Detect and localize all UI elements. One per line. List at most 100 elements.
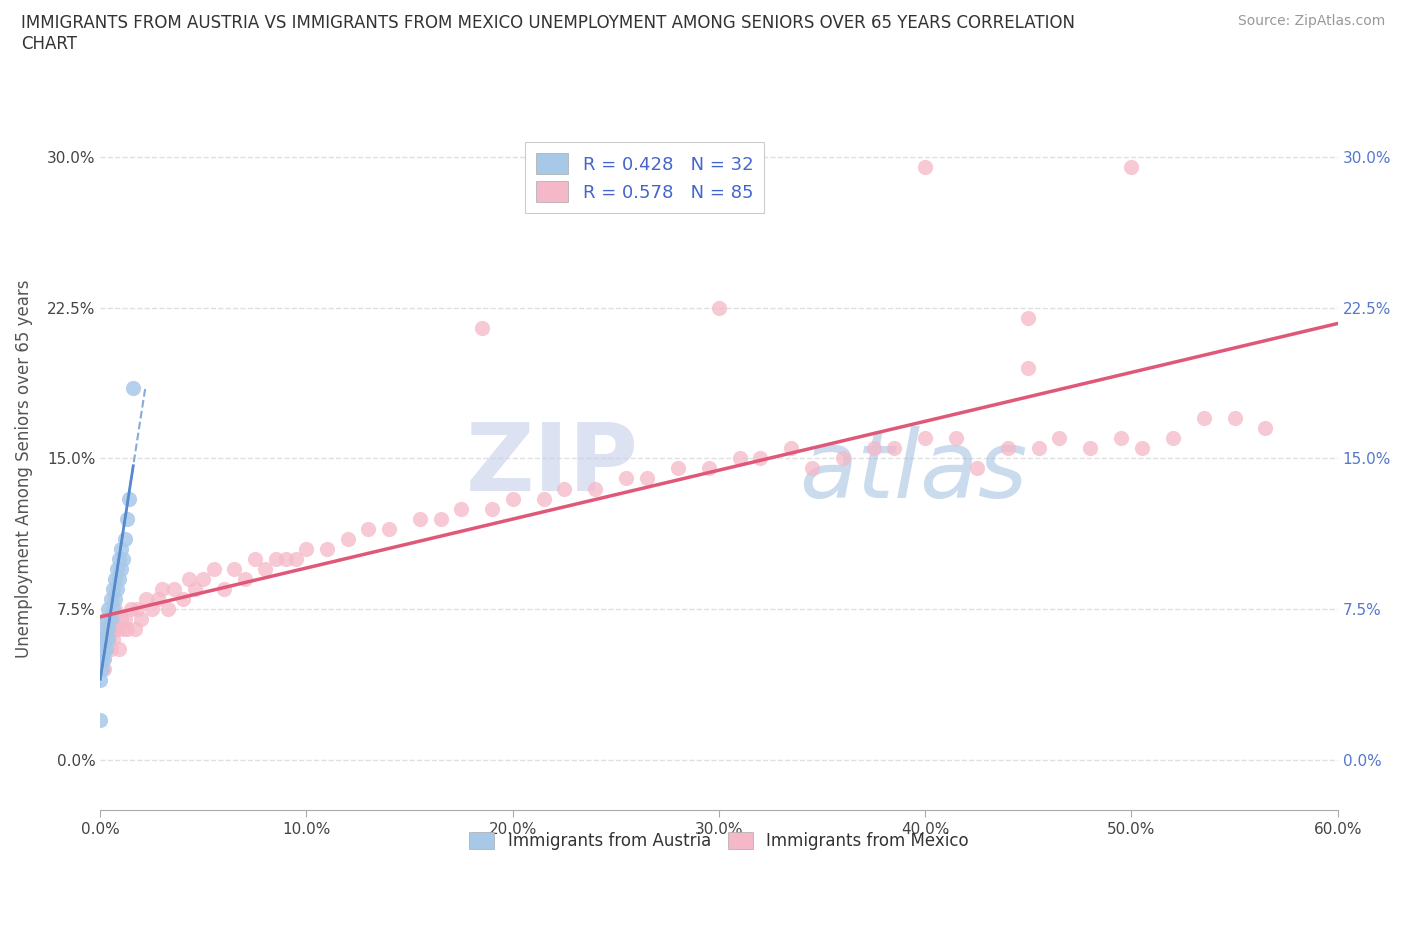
Point: [831, 451, 853, 466]
Point: [146, 591, 169, 606]
Point: [89, 712, 111, 727]
Point: [1161, 431, 1184, 445]
Point: [357, 522, 380, 537]
Y-axis label: Unemployment Among Seniors over 65 years: Unemployment Among Seniors over 65 years: [15, 279, 32, 658]
Point: [666, 461, 689, 476]
Point: [1192, 411, 1215, 426]
Point: [193, 572, 215, 587]
Point: [114, 531, 136, 546]
Point: [108, 551, 131, 566]
Point: [450, 501, 472, 516]
Point: [800, 461, 823, 476]
Point: [97, 612, 120, 627]
Point: [728, 451, 751, 466]
Point: [104, 602, 127, 617]
Point: [749, 451, 772, 466]
Point: [110, 541, 132, 556]
Point: [883, 441, 905, 456]
Point: [105, 581, 128, 596]
Point: [172, 591, 194, 606]
Point: [118, 491, 141, 506]
Point: [104, 622, 127, 637]
Point: [120, 602, 142, 617]
Point: [91, 662, 114, 677]
Point: [97, 622, 120, 637]
Point: [108, 572, 131, 587]
Point: [409, 512, 432, 526]
Point: [697, 461, 720, 476]
Point: [93, 652, 115, 667]
Point: [131, 612, 153, 627]
Point: [1078, 441, 1101, 456]
Point: [945, 431, 967, 445]
Point: [105, 622, 128, 637]
Point: [243, 551, 266, 566]
Point: [1047, 431, 1070, 445]
Point: [100, 642, 122, 657]
Point: [101, 612, 124, 627]
Point: [141, 602, 163, 617]
Point: [89, 672, 111, 687]
Point: [110, 612, 132, 627]
Point: [93, 642, 115, 657]
Point: [89, 642, 111, 657]
Point: [202, 562, 225, 577]
Point: [1121, 159, 1143, 174]
Point: [150, 581, 173, 596]
Point: [122, 380, 145, 395]
Point: [115, 622, 138, 637]
Point: [212, 581, 235, 596]
Legend: Immigrants from Austria, Immigrants from Mexico: Immigrants from Austria, Immigrants from…: [463, 825, 976, 857]
Point: [285, 551, 308, 566]
Point: [108, 642, 131, 657]
Point: [177, 572, 200, 587]
Point: [89, 642, 111, 657]
Point: [184, 581, 207, 596]
Point: [114, 612, 136, 627]
Point: [254, 562, 277, 577]
Point: [93, 622, 115, 637]
Point: [124, 622, 146, 637]
Text: atlas: atlas: [800, 426, 1028, 517]
Point: [97, 631, 120, 646]
Point: [533, 491, 555, 506]
Point: [914, 431, 936, 445]
Text: Source: ZipAtlas.com: Source: ZipAtlas.com: [1237, 14, 1385, 28]
Point: [91, 631, 114, 646]
Point: [471, 320, 494, 335]
Point: [104, 572, 127, 587]
Point: [100, 612, 122, 627]
Point: [104, 591, 127, 606]
Point: [336, 531, 359, 546]
Point: [110, 562, 132, 577]
Point: [502, 491, 524, 506]
Point: [614, 471, 637, 485]
Text: ZIP: ZIP: [465, 419, 638, 511]
Point: [91, 652, 114, 667]
Point: [101, 602, 124, 617]
Point: [96, 612, 118, 627]
Point: [127, 602, 149, 617]
Point: [481, 501, 503, 516]
Point: [274, 551, 297, 566]
Point: [1254, 420, 1277, 435]
Point: [96, 642, 118, 657]
Point: [707, 300, 730, 315]
Point: [583, 481, 606, 496]
Point: [91, 652, 114, 667]
Point: [89, 662, 111, 677]
Point: [157, 602, 180, 617]
Point: [101, 631, 124, 646]
Point: [1017, 361, 1039, 376]
Point: [264, 551, 287, 566]
Point: [101, 581, 124, 596]
Point: [100, 622, 122, 637]
Point: [914, 159, 936, 174]
Point: [233, 572, 256, 587]
Point: [636, 471, 658, 485]
Point: [163, 581, 186, 596]
Point: [553, 481, 575, 496]
Point: [1223, 411, 1246, 426]
Point: [135, 591, 157, 606]
Point: [966, 461, 988, 476]
